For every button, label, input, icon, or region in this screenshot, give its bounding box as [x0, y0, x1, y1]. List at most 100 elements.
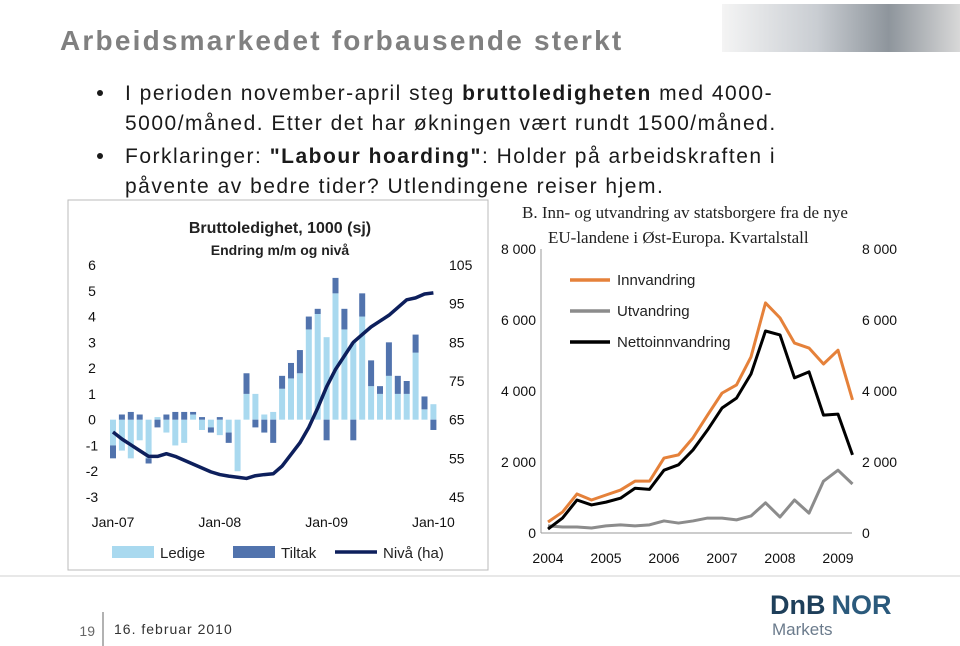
- y2-tick-label: 8 000: [862, 241, 897, 257]
- bar: [243, 373, 250, 394]
- text-run: 5000/måned. Etter det har økningen vært …: [125, 112, 777, 135]
- x-tick-label: 2007: [706, 550, 737, 566]
- bar: [279, 375, 286, 389]
- bar: [279, 388, 286, 420]
- bullet-line: 5000/måned. Etter det har økningen vært …: [125, 112, 777, 135]
- line: [547, 329, 854, 531]
- x-tick-label: Jan-07: [92, 514, 135, 530]
- bullet-dot: [97, 90, 103, 96]
- bar: [314, 313, 321, 420]
- logo-subtitle: Markets: [772, 620, 832, 639]
- bar: [216, 419, 223, 436]
- y2-tick-label: 2 000: [862, 454, 897, 470]
- bar: [199, 417, 205, 420]
- bar: [110, 445, 116, 459]
- bar: [332, 277, 339, 294]
- y-tick-label: 6 000: [501, 312, 536, 328]
- legend-label: Nivå (ha): [383, 545, 444, 562]
- bullet-line: påvente av bedre tider? Utlendingene rei…: [125, 175, 664, 198]
- bar: [359, 316, 366, 420]
- bar: [136, 419, 143, 441]
- bar: [341, 329, 348, 420]
- y-tick-label: 4: [88, 309, 96, 325]
- bar: [234, 419, 241, 472]
- bar: [323, 337, 330, 420]
- bar: [181, 419, 188, 443]
- bar: [154, 419, 161, 428]
- bar: [172, 419, 179, 446]
- bar: [270, 419, 277, 443]
- y2-tick-label: 95: [449, 296, 465, 312]
- y2-tick-label: 65: [449, 412, 465, 428]
- chart-title: Bruttoledighet, 1000 (sj): [189, 220, 371, 237]
- y-tick-label: 5: [88, 283, 96, 299]
- bar: [225, 432, 232, 443]
- bar: [252, 393, 259, 420]
- logo-part: NOR: [832, 590, 892, 620]
- bar: [350, 419, 357, 441]
- bar: [341, 308, 348, 330]
- chart-title: EU-landene i Øst-Europa. Kvartalstall: [548, 228, 809, 247]
- bar: [181, 411, 188, 420]
- text-run: Forklaringer:: [125, 145, 270, 168]
- logo: DnB NOR: [770, 590, 892, 620]
- bar: [163, 419, 170, 433]
- bar: [305, 316, 312, 330]
- bar: [127, 411, 134, 420]
- y-tick-label: 0: [88, 412, 96, 428]
- y2-tick-label: 4 000: [862, 383, 897, 399]
- chart-frame: [67, 199, 489, 571]
- line: [111, 291, 434, 481]
- y-tick-label: 6: [88, 257, 96, 273]
- bar: [350, 342, 357, 420]
- text-run: påvente av bedre tider? Utlendingene rei…: [125, 175, 664, 198]
- logo-part: DnB: [770, 590, 826, 620]
- bar: [323, 419, 330, 441]
- bar: [118, 419, 125, 451]
- bar: [377, 393, 383, 420]
- bar: [403, 393, 410, 420]
- bar: [368, 360, 375, 387]
- bar: [243, 393, 250, 420]
- bar: [190, 411, 197, 415]
- bullet-list: I perioden november-april steg bruttoled…: [97, 82, 777, 198]
- bar: [225, 419, 232, 433]
- bar: [385, 375, 392, 420]
- bar: [385, 342, 392, 376]
- bar: [377, 386, 383, 394]
- footer-date: 16. februar 2010: [114, 621, 233, 637]
- bar: [163, 414, 170, 420]
- bar: [207, 427, 214, 433]
- bar: [207, 419, 214, 428]
- y2-tick-label: 0: [862, 525, 870, 541]
- bar: [252, 419, 259, 428]
- bar: [403, 381, 410, 394]
- line: [547, 468, 854, 530]
- chart-subtitle: Endring m/m og nivå: [211, 242, 350, 258]
- y-tick-label: 4 000: [501, 383, 536, 399]
- bar: [261, 414, 268, 420]
- text-run: : Holder på arbeidskraften i: [482, 145, 776, 168]
- x-tick-label: 2009: [822, 550, 853, 566]
- bar: [190, 414, 197, 420]
- legend-label: Nettoinnvandring: [617, 334, 730, 351]
- bold-text: "Labour hoarding": [270, 145, 482, 168]
- bar: [172, 411, 179, 420]
- bar: [305, 329, 312, 420]
- bar: [270, 411, 277, 420]
- bar: [430, 419, 437, 430]
- bullet-dot: [97, 153, 103, 159]
- page-number: 19: [79, 623, 95, 639]
- y-tick-label: -2: [86, 463, 99, 479]
- text-run: med 4000-: [652, 82, 773, 105]
- bold-text: bruttoledigheten: [462, 82, 652, 105]
- legend-label: Tiltak: [281, 545, 317, 562]
- bullet-line: Forklaringer: "Labour hoarding": Holder …: [125, 145, 776, 168]
- bar: [288, 378, 294, 420]
- x-tick-label: 2008: [764, 550, 795, 566]
- bar: [368, 386, 375, 420]
- bar: [412, 352, 419, 420]
- y-tick-label: 3: [88, 334, 96, 350]
- x-tick-label: Jan-10: [412, 514, 455, 530]
- bar: [412, 334, 419, 353]
